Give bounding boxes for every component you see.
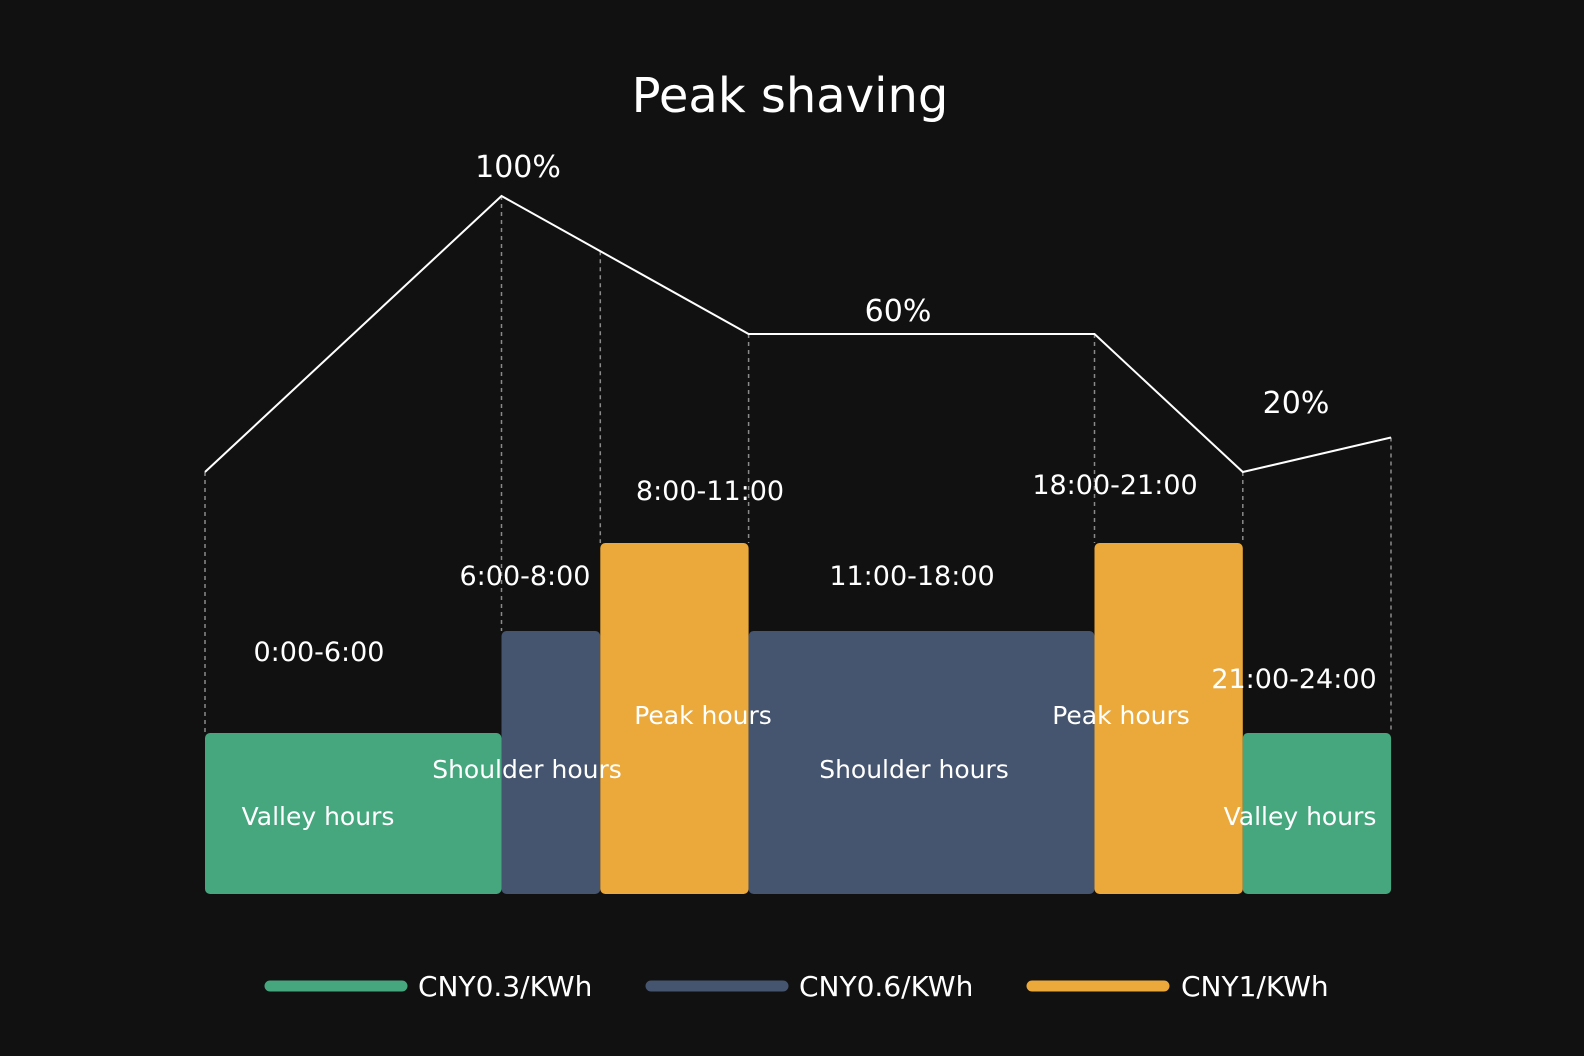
bar-label-shoulder-2: Shoulder hours xyxy=(819,755,1009,784)
bar-label-shoulder-1: Shoulder hours xyxy=(432,755,622,784)
legend-label-peak: CNY1/KWh xyxy=(1181,970,1329,1003)
bar-1 xyxy=(501,631,601,894)
line-label-60: 60% xyxy=(865,294,932,329)
bars-layer xyxy=(205,543,1392,894)
dividers-layer xyxy=(204,196,1392,733)
load-line-layer xyxy=(204,194,1392,474)
chart-title: Peak shaving xyxy=(632,68,949,124)
time-label-1: 6:00-8:00 xyxy=(459,561,590,592)
time-label-2: 8:00-11:00 xyxy=(636,476,784,507)
bar-label-valley-1: Valley hours xyxy=(242,802,395,831)
bar-5 xyxy=(1242,733,1392,894)
time-labels: 0:00-6:00 6:00-8:00 8:00-11:00 11:00-18:… xyxy=(253,470,1376,695)
legend-label-valley: CNY0.3/KWh xyxy=(418,970,592,1003)
legend: CNY0.3/KWh CNY0.6/KWh CNY1/KWh xyxy=(264,970,1329,1003)
bar-0 xyxy=(205,733,502,894)
line-label-100: 100% xyxy=(475,150,561,185)
time-label-5: 21:00-24:00 xyxy=(1211,664,1376,695)
time-label-0: 0:00-6:00 xyxy=(253,637,384,668)
percent-labels: 100% 60% 20% xyxy=(475,150,1329,421)
line-label-20: 20% xyxy=(1263,386,1330,421)
bar-2 xyxy=(600,543,749,894)
time-label-4: 18:00-21:00 xyxy=(1032,470,1197,501)
load-line xyxy=(204,194,1392,474)
legend-label-shoulder: CNY0.6/KWh xyxy=(799,970,973,1003)
bar-3 xyxy=(748,631,1095,894)
bar-label-peak-2: Peak hours xyxy=(1052,701,1190,730)
bar-label-peak-1: Peak hours xyxy=(634,701,772,730)
time-label-3: 11:00-18:00 xyxy=(829,561,994,592)
bar-4 xyxy=(1094,543,1243,894)
bar-category-labels: Valley hours Shoulder hours Peak hours S… xyxy=(242,701,1377,831)
bar-label-valley-2: Valley hours xyxy=(1224,802,1377,831)
